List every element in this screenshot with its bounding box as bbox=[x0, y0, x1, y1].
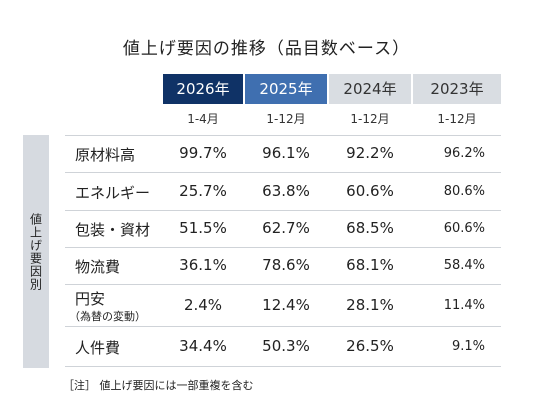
value-2026: 2.4% bbox=[183, 296, 223, 314]
value-2026: 25.7% bbox=[179, 182, 227, 200]
value-2024: 60.6% bbox=[346, 182, 394, 200]
table-row: 包装・資材 51.5% 62.7% 68.5% 60.6% bbox=[65, 211, 501, 248]
value-2026: 99.7% bbox=[179, 144, 227, 162]
row-label: エネルギー bbox=[75, 184, 151, 202]
value-2025: 62.7% bbox=[262, 219, 310, 237]
value-2023: 80.6% bbox=[443, 184, 485, 199]
value-2025: 12.4% bbox=[262, 296, 310, 314]
value-2025: 50.3% bbox=[262, 337, 310, 355]
value-2025: 63.8% bbox=[262, 182, 310, 200]
value-2025: 78.6% bbox=[262, 256, 310, 274]
header-2024: 2024年 bbox=[329, 74, 411, 104]
row-label: 原材料高 bbox=[75, 146, 136, 164]
value-2025: 96.1% bbox=[262, 144, 310, 162]
table-row: 円安 （為替の変動） 2.4% 12.4% 28.1% 11.4% bbox=[65, 285, 501, 327]
value-2024: 68.1% bbox=[346, 256, 394, 274]
table-row: 原材料高 99.7% 96.1% 92.2% 96.2% bbox=[65, 135, 501, 173]
table-row: 人件費 34.4% 50.3% 26.5% 9.1% bbox=[65, 327, 501, 367]
period-2026: 1-4月 bbox=[187, 112, 219, 126]
table-row: エネルギー 25.7% 63.8% 60.6% 80.6% bbox=[65, 173, 501, 211]
value-2024: 68.5% bbox=[346, 219, 394, 237]
table-top-border bbox=[65, 135, 501, 136]
period-2024: 1-12月 bbox=[350, 112, 390, 126]
row-label: 物流費 bbox=[75, 258, 121, 276]
header-2025: 2025年 bbox=[245, 74, 327, 104]
row-label: 包装・資材 bbox=[75, 221, 151, 239]
footnote: ［注］ 値上げ要因には一部重複を含む bbox=[63, 379, 254, 392]
row-label: 人件費 bbox=[75, 339, 121, 357]
value-2023: 60.6% bbox=[443, 221, 485, 236]
period-2025: 1-12月 bbox=[266, 112, 306, 126]
value-2024: 28.1% bbox=[346, 296, 394, 314]
value-2026: 36.1% bbox=[179, 256, 227, 274]
period-2023: 1-12月 bbox=[437, 112, 477, 126]
header-2026: 2026年 bbox=[163, 74, 243, 104]
row-sublabel: （為替の変動） bbox=[69, 310, 146, 323]
value-2026: 51.5% bbox=[179, 219, 227, 237]
value-2024: 26.5% bbox=[346, 337, 394, 355]
table-row: 物流費 36.1% 78.6% 68.1% 58.4% bbox=[65, 248, 501, 285]
value-2026: 34.4% bbox=[179, 337, 227, 355]
table-title: 値上げ要因の推移（品目数ベース） bbox=[122, 39, 411, 59]
value-2023: 11.4% bbox=[443, 298, 485, 313]
header-2023: 2023年 bbox=[413, 74, 501, 104]
row-label: 円安 bbox=[75, 290, 106, 308]
side-label-box: 値上げ要因別 bbox=[23, 135, 49, 368]
value-2023: 96.2% bbox=[443, 146, 485, 161]
side-label: 値上げ要因別 bbox=[28, 212, 43, 291]
value-2023: 58.4% bbox=[443, 258, 485, 273]
value-2024: 92.2% bbox=[346, 144, 394, 162]
value-2023: 9.1% bbox=[451, 339, 485, 354]
